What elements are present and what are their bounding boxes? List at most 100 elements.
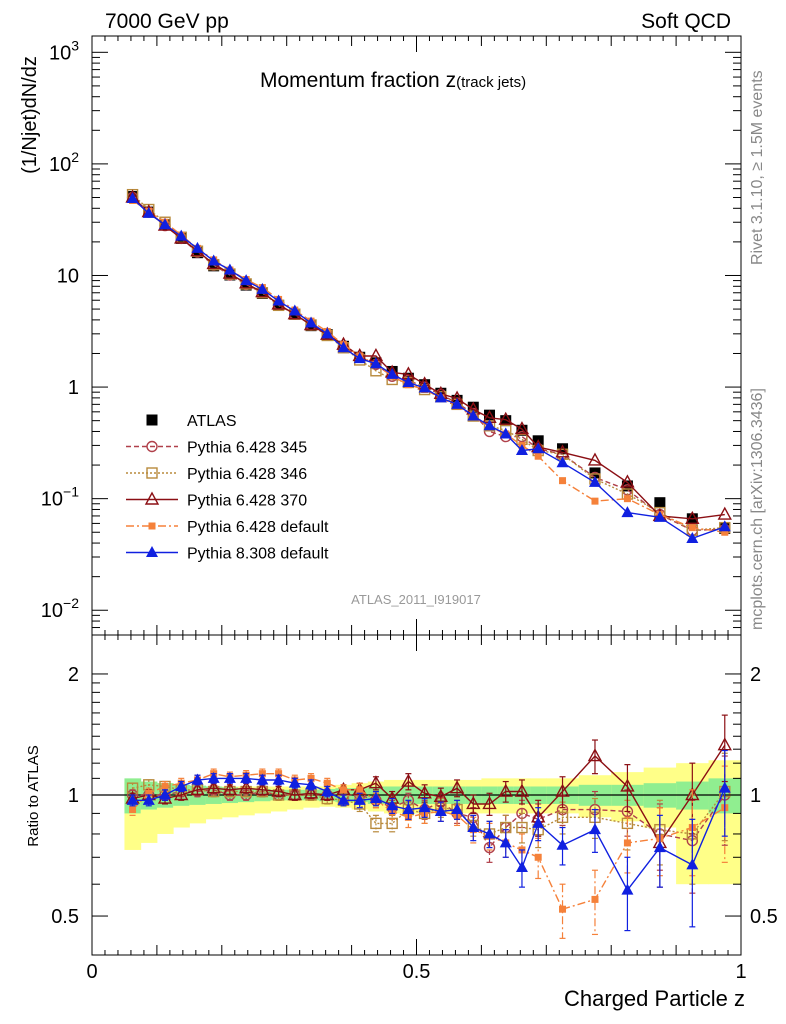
- data-point-p370: [514, 421, 530, 435]
- ratio-point-p8def: [718, 781, 731, 793]
- tick-label-base: 10: [41, 489, 63, 511]
- ratio-point-p8def: [467, 821, 480, 833]
- data-point-p8def: [159, 218, 172, 230]
- ratio-point-p8def: [321, 785, 334, 797]
- ratio-y-tick-label-right: 2: [750, 664, 761, 686]
- legend-label: Pythia 8.308 default: [187, 546, 329, 563]
- rivet-version-label: Rivet 3.1.10, ≥ 1.5M events: [749, 70, 766, 265]
- ratio-point-p346: [556, 811, 569, 824]
- legend-marker: [144, 491, 160, 505]
- ratio-point-p370: [287, 787, 302, 801]
- ratio-point-p6def: [339, 786, 347, 794]
- data-point-p8def: [369, 357, 382, 369]
- data-point-p6def: [623, 495, 631, 503]
- ratio-point-p8def: [556, 838, 569, 850]
- ratio-point-p370: [498, 783, 513, 797]
- ratio-y-tick-label-left: 0.5: [51, 906, 79, 928]
- legend-marker: [146, 467, 158, 479]
- main-y-tick-label: 1: [68, 377, 79, 399]
- series-p345: [126, 191, 731, 537]
- legend-label: Pythia 6.428 370: [187, 493, 307, 510]
- data-point-p8def: [353, 352, 366, 364]
- ratio-point-p370: [449, 780, 465, 794]
- ratio-point-p8def: [353, 793, 366, 805]
- data-point-p8def: [451, 397, 464, 409]
- data-point-p8def: [402, 375, 415, 387]
- data-point-p8def: [418, 381, 431, 393]
- legend: ATLAS Pythia 6.428 345 Pythia 6.428 346 Pyt…: [126, 413, 329, 563]
- ratio-point-p8def: [240, 771, 253, 783]
- ratio-panel: [125, 714, 732, 939]
- main-panel: [125, 188, 732, 543]
- data-point-atlas: [516, 424, 528, 436]
- data-point-p370: [498, 411, 513, 425]
- ratio-point-p346: [386, 817, 398, 830]
- ratio-point-p370: [271, 783, 286, 797]
- plot-title-sub: (track jets): [456, 74, 526, 91]
- ratio-point-p8def: [337, 793, 350, 805]
- ratio-point-p370: [482, 795, 497, 810]
- ratio-point-p346: [370, 817, 382, 830]
- data-point-p8def: [337, 341, 350, 353]
- data-point-p8def: [467, 409, 480, 421]
- legend-marker: [146, 414, 158, 426]
- data-point-p8def: [556, 456, 569, 468]
- ratio-line-p6def: [132, 772, 726, 911]
- legend-marker: [148, 522, 156, 530]
- legend-entry-atlas: ATLAS: [146, 413, 237, 430]
- series-line-p8def: [132, 197, 726, 540]
- series-p346: [126, 188, 731, 537]
- series-p6def: [129, 196, 729, 536]
- legend-entry-p8def: Pythia 8.308 default: [126, 546, 329, 563]
- main-y-tick-label: 102: [49, 149, 79, 176]
- ratio-point-p370: [685, 787, 700, 801]
- ratio-point-p8def: [418, 801, 431, 813]
- ratio-point-p8def: [588, 823, 601, 835]
- ratio-y-axis-label: Ratio to ATLAS: [25, 745, 42, 846]
- tick-label-base: 10: [41, 600, 63, 622]
- ratio-point-p8def: [272, 773, 285, 785]
- ratio-point-p8def: [532, 816, 545, 828]
- x-axis-label: Charged Particle z: [564, 986, 745, 1011]
- data-point-p6def: [721, 528, 729, 536]
- ratio-point-p8def: [305, 778, 318, 790]
- legend-entry-p370: Pythia 6.428 370: [126, 491, 307, 510]
- tick-label-base: 1: [68, 377, 79, 399]
- ratio-point-p6def: [145, 789, 153, 797]
- ratio-point-p8def: [621, 883, 634, 895]
- data-point-p8def: [483, 419, 496, 431]
- ratio-point-p8def: [159, 788, 172, 800]
- data-point-p8def: [223, 263, 236, 275]
- main-y-tick-label: 10−1: [41, 484, 79, 511]
- ratio-point-p6def: [323, 779, 331, 787]
- data-point-p370: [717, 506, 732, 520]
- ratio-point-p8def: [207, 771, 220, 783]
- data-point-p8def: [686, 531, 699, 543]
- ratio-point-p370: [190, 781, 205, 796]
- beam-label: 7000 GeV pp: [105, 10, 229, 33]
- ratio-point-p8def: [256, 773, 269, 785]
- tick-label-base: 10: [49, 42, 71, 64]
- ratio-point-p8def: [451, 803, 464, 815]
- ratio-point-p370: [555, 783, 570, 797]
- ratio-point-p370: [238, 780, 254, 794]
- ratio-point-p8def: [434, 804, 447, 816]
- data-point-atlas: [500, 415, 512, 427]
- legend-label: Pythia 6.428 345: [187, 440, 307, 457]
- plot-title-main: Momentum fraction z: [260, 69, 456, 92]
- data-point-p8def: [191, 241, 204, 253]
- legend-entry-p345: Pythia 6.428 345: [126, 440, 307, 457]
- ratio-y-tick-label-left: 1: [68, 785, 79, 807]
- ratio-point-p370: [433, 788, 449, 802]
- data-point-p8def: [256, 282, 269, 294]
- ratio-point-p370: [255, 781, 270, 796]
- mcplots-reference-label: mcplots.cern.ch [arXiv:1306.3436]: [749, 388, 766, 630]
- ratio-point-p346: [516, 821, 528, 834]
- x-tick-label: 1: [735, 961, 746, 983]
- ratio-point-p370: [514, 783, 530, 797]
- ratio-y-tick-label-right: 1: [750, 785, 761, 807]
- ratio-point-p6def: [591, 895, 599, 903]
- data-point-p6def: [688, 524, 696, 532]
- ratio-y-tick-label-left: 2: [68, 664, 79, 686]
- ratio-point-p8def: [686, 858, 699, 870]
